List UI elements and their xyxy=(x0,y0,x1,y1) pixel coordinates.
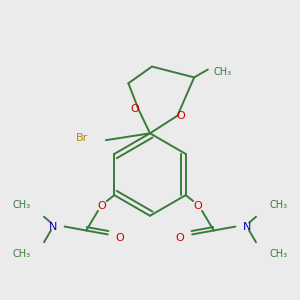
Text: O: O xyxy=(98,201,106,211)
Text: O: O xyxy=(176,233,184,243)
Text: CH₃: CH₃ xyxy=(270,200,288,210)
Text: O: O xyxy=(176,111,185,121)
Text: CH₃: CH₃ xyxy=(12,249,30,259)
Text: Br: Br xyxy=(76,133,88,143)
Text: N: N xyxy=(48,222,57,232)
Text: CH₃: CH₃ xyxy=(270,249,288,259)
Text: O: O xyxy=(194,201,203,211)
Text: N: N xyxy=(243,222,252,232)
Text: CH₃: CH₃ xyxy=(214,68,232,77)
Text: O: O xyxy=(116,233,124,243)
Text: CH₃: CH₃ xyxy=(12,200,30,210)
Text: O: O xyxy=(130,104,139,114)
